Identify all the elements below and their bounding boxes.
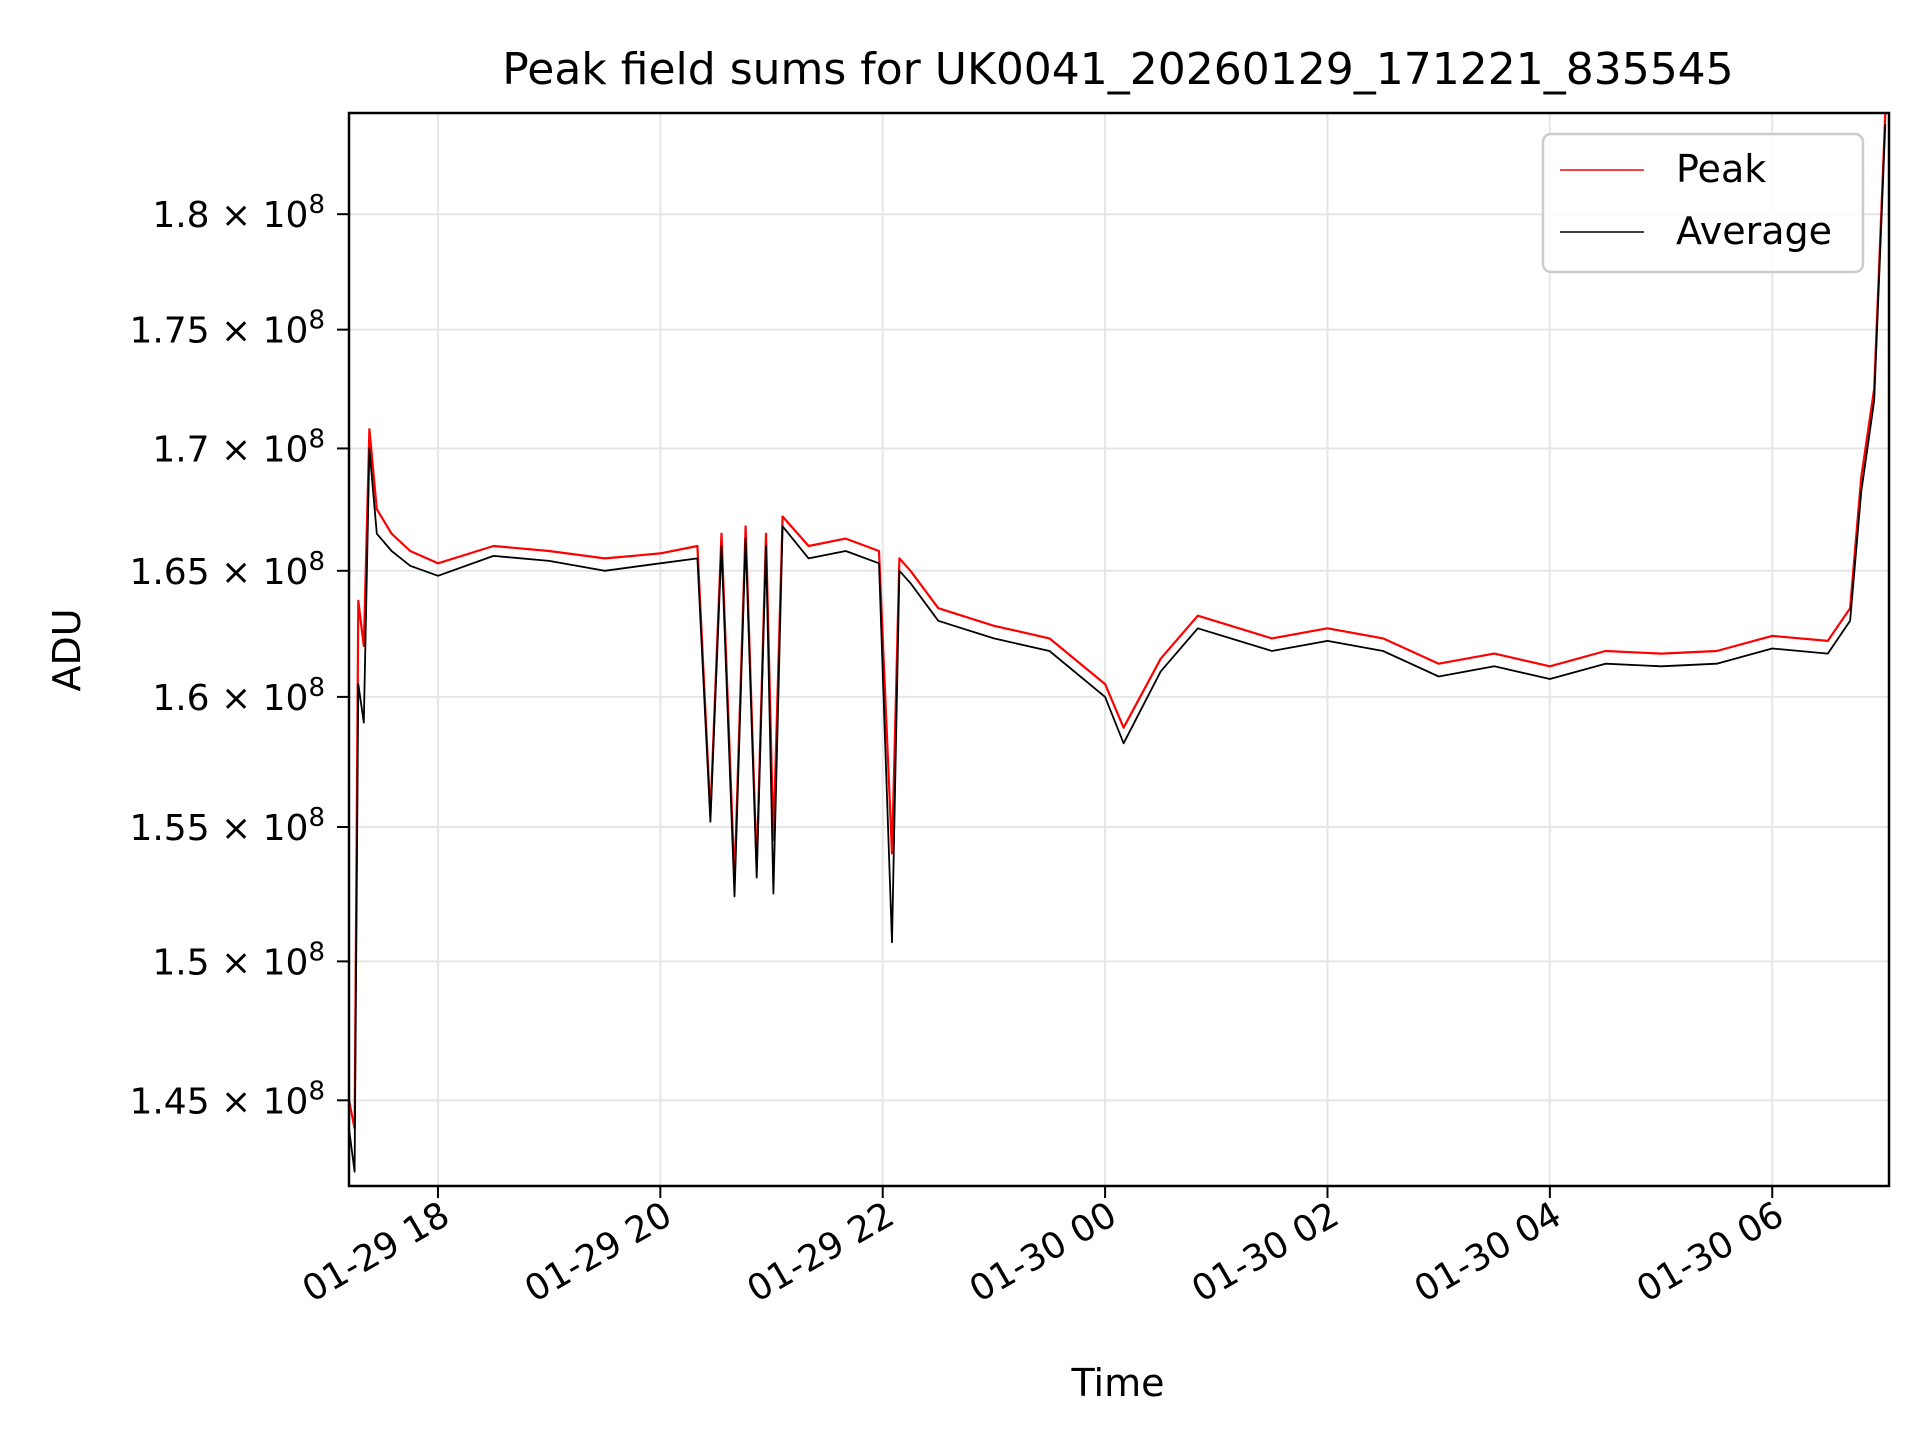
legend-average-label: Average bbox=[1676, 209, 1832, 253]
y-tick-label: 1.45 × 108 bbox=[129, 1076, 325, 1122]
grid bbox=[349, 113, 1889, 1186]
plot-frame bbox=[347, 111, 1891, 1188]
y-tick-label: 1.8 × 108 bbox=[152, 190, 325, 236]
series-line-peak bbox=[347, 112, 1887, 1130]
legend-box bbox=[1541, 132, 1865, 274]
y-axis-label: ADU bbox=[45, 608, 89, 691]
legend: Peak Average bbox=[1541, 132, 1865, 274]
y-tick-label: 1.5 × 108 bbox=[152, 937, 325, 983]
y-tick-label: 1.55 × 108 bbox=[129, 803, 325, 849]
legend-peak-label: Peak bbox=[1676, 147, 1766, 191]
y-tick-label: 1.75 × 108 bbox=[129, 306, 325, 352]
series-layer bbox=[347, 112, 1887, 1173]
series-line-average bbox=[348, 124, 1887, 1173]
y-tick-label: 1.7 × 108 bbox=[152, 424, 325, 470]
y-tick-label: 1.6 × 108 bbox=[152, 673, 325, 719]
y-tick-label: 1.65 × 108 bbox=[129, 547, 325, 593]
chart-title: Peak field sums for UK0041_20260129_1712… bbox=[502, 44, 1733, 95]
x-axis-label: Time bbox=[1071, 1361, 1165, 1405]
y-axis: 1.45 × 108 1.5 × 108 1.55 × 108 1.6 × 108 1.… bbox=[129, 190, 349, 1122]
